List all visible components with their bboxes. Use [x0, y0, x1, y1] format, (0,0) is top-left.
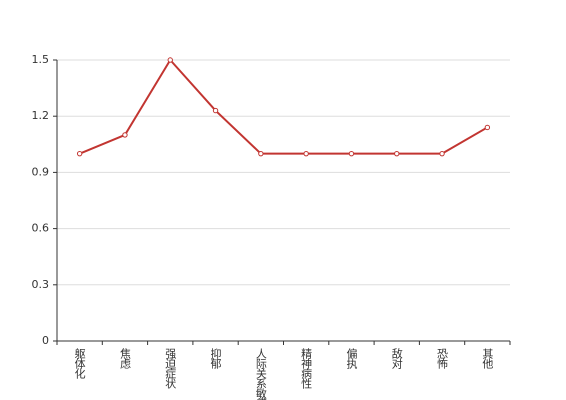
- y-tick-label: 0: [42, 334, 49, 347]
- x-tick-label: 抑郁: [209, 347, 222, 369]
- point: [303, 150, 309, 157]
- y-tick-label: 0.6: [32, 222, 50, 235]
- x-tick-label: 焦虑: [118, 348, 131, 369]
- x-tick-label: 精神病性: [300, 348, 313, 390]
- point: [484, 124, 491, 131]
- x-tick-label: 偏执: [345, 347, 358, 370]
- y-tick-label: 1.2: [32, 109, 50, 122]
- x-tick-label: 强迫症状: [164, 348, 177, 389]
- point: [122, 132, 128, 138]
- y-tick-label: 0.9: [32, 165, 50, 178]
- x-tick-label: 敌对: [390, 347, 403, 369]
- y-tick-label: 0.3: [32, 278, 50, 291]
- point: [439, 150, 445, 157]
- point: [167, 57, 173, 63]
- y-tick-label: 1.5: [32, 53, 50, 66]
- point: [348, 150, 355, 157]
- x-tick-label: 恐怖: [436, 348, 449, 369]
- x-tick-label: 人际关系敏感: [254, 348, 267, 400]
- x-tick-label: 躯体化: [73, 348, 86, 380]
- x-tick-label: 其他: [481, 348, 494, 369]
- point: [258, 150, 264, 157]
- line: [79, 58, 488, 155]
- point: [76, 150, 83, 157]
- point: [394, 150, 400, 157]
- point: [212, 107, 219, 114]
